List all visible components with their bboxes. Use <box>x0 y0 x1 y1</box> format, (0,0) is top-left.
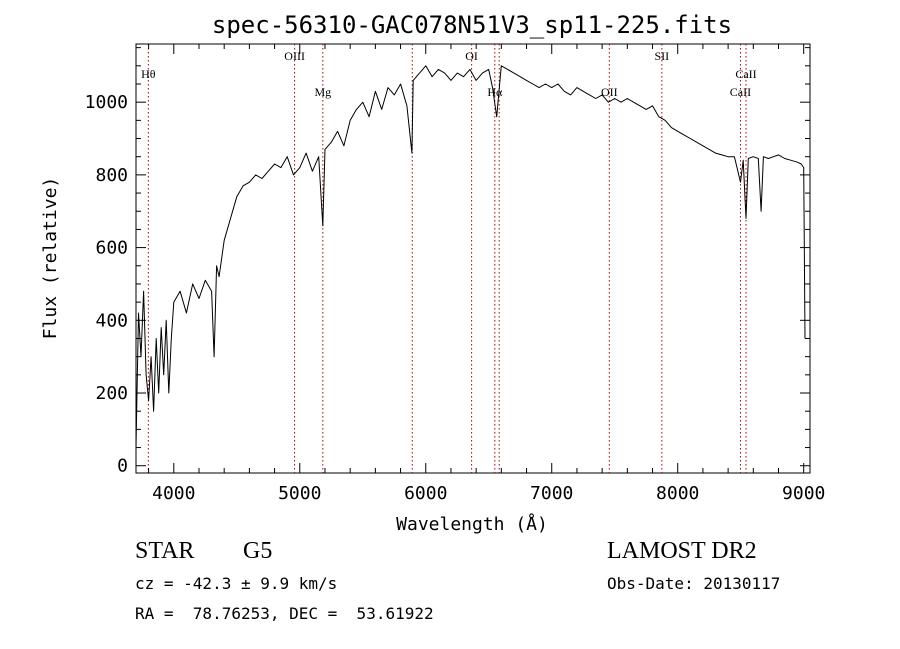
feature-label: CaII <box>730 85 751 99</box>
y-tick-label: 800 <box>95 165 128 186</box>
y-axis-label: Flux (relative) <box>40 177 61 340</box>
feature-label: CaII <box>735 67 756 81</box>
axes: 4000 5000 6000 7000 8000 9000 0 200 400 600 800 100… <box>85 44 825 504</box>
x-tick-label: 4000 <box>152 483 195 504</box>
coordinates: RA = 78.76253, DEC = 53.61922 <box>135 604 434 623</box>
x-tick-label: 6000 <box>404 483 447 504</box>
observation-date: Obs-Date: 20130117 <box>607 574 781 593</box>
feature-label: Mg <box>314 85 331 99</box>
feature-label: SII <box>655 49 670 63</box>
feature-label: OI <box>465 49 478 63</box>
feature-label: Hα <box>487 85 503 99</box>
x-tick-label: 9000 <box>782 483 825 504</box>
spectrum-line-0 <box>135 65 806 448</box>
y-tick-label: 400 <box>95 310 128 331</box>
spectral-feature-markers: Hθ OIII Mg OI Hα OII SII CaII CaII <box>141 44 757 473</box>
y-tick-label: 1000 <box>85 92 128 113</box>
plot-frame <box>135 43 811 474</box>
feature-label: OIII <box>284 49 305 63</box>
x-axis-label: Wavelength (Å) <box>396 513 548 535</box>
x-tick-label: 7000 <box>530 483 573 504</box>
object-subclass: G5 <box>243 538 273 564</box>
feature-label: Hθ <box>141 67 156 81</box>
y-tick-label: 600 <box>95 238 128 259</box>
object-class: STAR <box>135 538 195 564</box>
redshift-cz: cz = -42.3 ± 9.9 km/s <box>135 574 338 593</box>
chart-title: spec-56310-GAC078N51V3_sp11-225.fits <box>212 11 732 39</box>
x-tick-label: 8000 <box>656 483 699 504</box>
x-tick-label: 5000 <box>278 483 321 504</box>
spectrum-series <box>135 65 806 448</box>
feature-label: OII <box>601 85 618 99</box>
y-tick-label: 200 <box>95 383 128 404</box>
y-tick-label: 0 <box>117 456 128 477</box>
survey-name: LAMOST DR2 <box>607 538 757 564</box>
